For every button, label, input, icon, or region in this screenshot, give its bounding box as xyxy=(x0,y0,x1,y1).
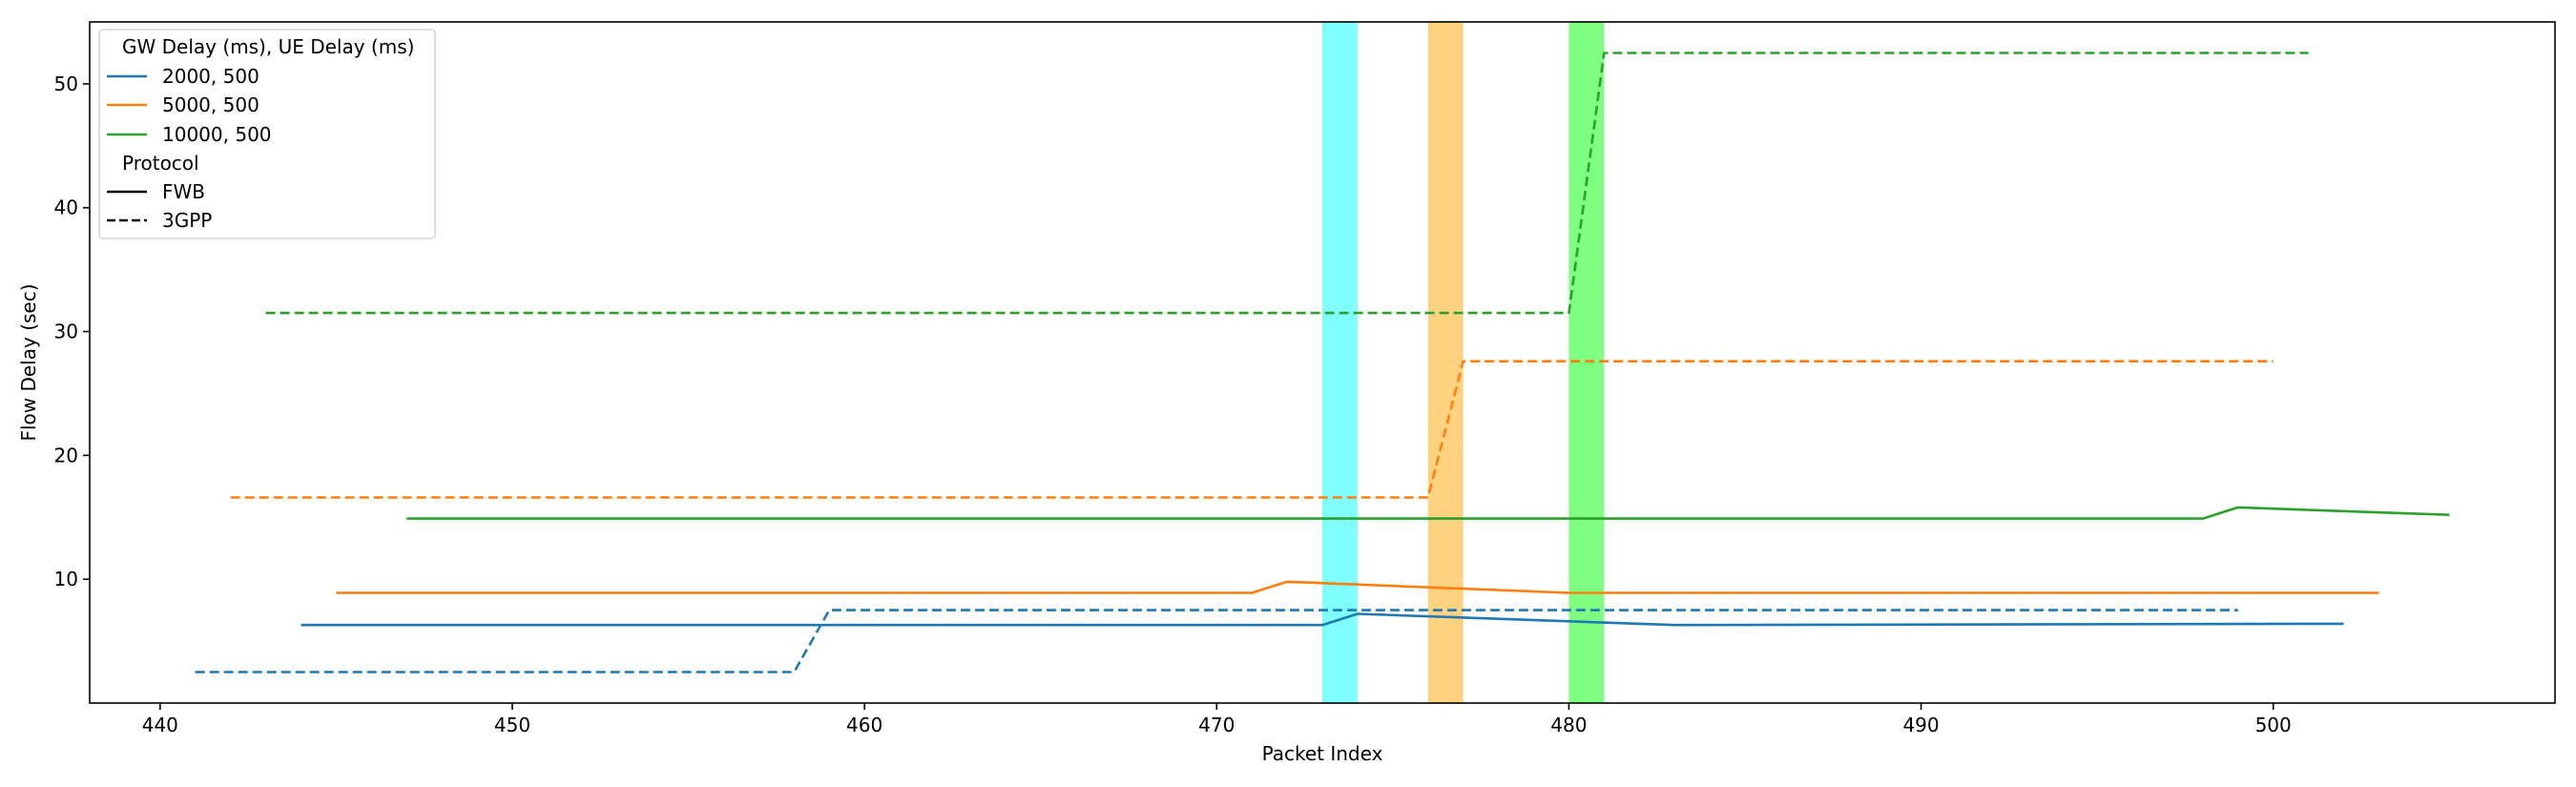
x-tick-label-460: 460 xyxy=(846,714,883,736)
y-tick-label-50: 50 xyxy=(54,72,78,95)
y-tick-label-10: 10 xyxy=(54,568,78,590)
highlight-span-1 xyxy=(1427,22,1464,703)
legend-entry-fwb: FWB xyxy=(162,180,205,203)
y-axis-label: Flow Delay (sec) xyxy=(17,283,40,441)
legend-title-protocol: Protocol xyxy=(122,152,199,175)
x-tick-label-490: 490 xyxy=(1902,714,1939,736)
y-tick-label-30: 30 xyxy=(54,321,78,343)
y-tick-label-40: 40 xyxy=(54,197,78,219)
series-line-10000-500-3gpp xyxy=(265,52,2309,315)
series-line-10000-500-fwb xyxy=(406,506,2450,520)
legend-entry-2000-500: 2000, 500 xyxy=(162,65,260,88)
series-lines xyxy=(195,52,2450,673)
legend-entry-5000-500: 5000, 500 xyxy=(162,93,260,116)
y-tick-label-20: 20 xyxy=(54,444,78,466)
x-tick-label-440: 440 xyxy=(142,714,178,736)
x-axis-ticks: 440 450 460 470 480 490 500 xyxy=(142,703,2292,736)
x-tick-label-470: 470 xyxy=(1198,714,1235,736)
x-tick-label-450: 450 xyxy=(494,714,530,736)
x-axis-label: Packet Index xyxy=(1262,742,1383,765)
highlight-spans xyxy=(1322,22,1605,703)
legend-box xyxy=(98,29,436,239)
series-line-2000-500-3gpp xyxy=(195,609,2238,673)
plot-area-frame xyxy=(89,21,2556,704)
series-line-2000-500-fwb xyxy=(301,612,2344,627)
series-line-5000-500-fwb xyxy=(336,580,2379,594)
x-tick-label-480: 480 xyxy=(1550,714,1587,736)
highlight-span-0 xyxy=(1322,22,1358,703)
x-tick-label-500: 500 xyxy=(2255,714,2292,736)
legend: GW Delay (ms), UE Delay (ms) 2000, 500 5… xyxy=(98,29,436,239)
legend-entry-10000-500: 10000, 500 xyxy=(162,123,272,146)
legend-title-config: GW Delay (ms), UE Delay (ms) xyxy=(122,35,414,58)
y-axis-ticks: 10 20 30 40 50 xyxy=(54,72,90,590)
series-line-5000-500-3gpp xyxy=(230,360,2274,499)
legend-entry-3gpp: 3GPP xyxy=(162,209,212,232)
